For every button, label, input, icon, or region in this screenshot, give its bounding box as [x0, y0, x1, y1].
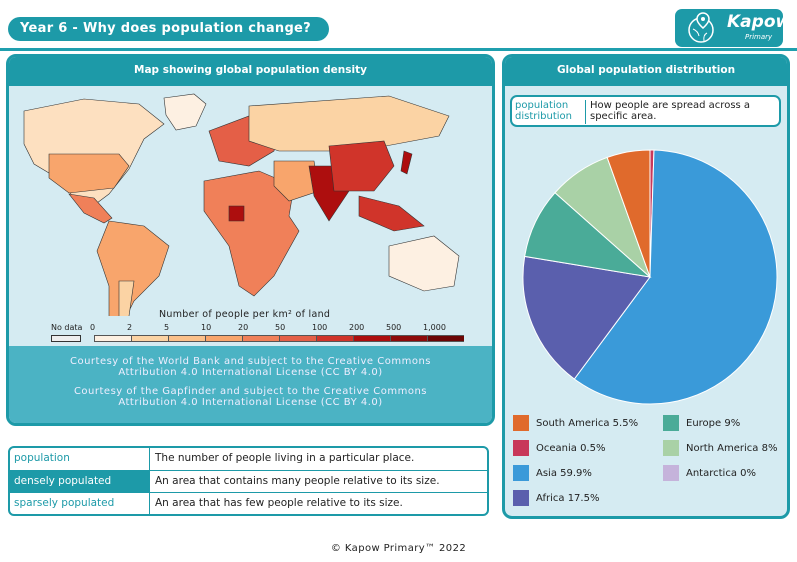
- glossary-term: population: [10, 448, 150, 470]
- glossary-term: densely populated: [10, 471, 150, 492]
- legend-item: South America 5.5%: [513, 415, 638, 431]
- credit-world-bank: Courtesy of the World Bank and subject t…: [69, 356, 432, 378]
- map-panel: Map showing global population density Nu…: [6, 54, 495, 426]
- world-density-map: [23, 93, 460, 316]
- legend-swatch: [663, 465, 679, 481]
- chart-panel-title: Global population distribution: [505, 57, 787, 86]
- legend-label: Asia 59.9%: [536, 467, 592, 479]
- legend-item: North America 8%: [663, 440, 777, 456]
- japan: [400, 150, 413, 175]
- kapow-logo: Kapow Primary: [675, 9, 791, 47]
- scale-color-bin: [131, 335, 168, 342]
- legend-item: Asia 59.9%: [513, 465, 592, 481]
- legend-swatch: [663, 415, 679, 431]
- glossary-row: densely populated An area that contains m…: [10, 470, 487, 492]
- glossary-row: population The number of people living in…: [10, 448, 487, 470]
- glossary-table: population The number of people living in…: [8, 446, 489, 516]
- scale-color-bin: [168, 335, 205, 342]
- legend-label: Europe 9%: [686, 417, 741, 429]
- scale-color-bin: [390, 335, 427, 342]
- pie-slice-africa: [522, 255, 651, 380]
- legend-swatch: [663, 440, 679, 456]
- scale-tick-label: 0: [90, 323, 96, 332]
- scale-color-bin: [205, 335, 242, 342]
- globe-pin-icon: [688, 12, 714, 43]
- scale-tick-label: 500: [386, 323, 402, 332]
- nigeria: [228, 205, 245, 222]
- map-panel-title: Map showing global population density: [9, 57, 492, 86]
- map-legend-title: Number of people per km² of land: [159, 309, 331, 320]
- scale-tick-label: 5: [164, 323, 170, 332]
- scale-color-bin: [279, 335, 316, 342]
- chart-panel: Global population distribution populatio…: [502, 54, 790, 519]
- south-america: [96, 220, 170, 316]
- china: [328, 140, 395, 192]
- legend-label: Africa 17.5%: [536, 492, 600, 504]
- definition-box: population distribution How people are s…: [510, 95, 781, 127]
- glossary-term: sparsely populated: [10, 493, 150, 514]
- russia: [248, 95, 450, 152]
- legend-swatch: [513, 440, 529, 456]
- scale-tick-label: 50: [275, 323, 286, 332]
- scale-color-bin: [316, 335, 353, 342]
- legend-label: Oceania 0.5%: [536, 442, 606, 454]
- scale-color-bin: [94, 335, 131, 342]
- legend-label: Antarctica 0%: [686, 467, 756, 479]
- scale-color-bin: [353, 335, 390, 342]
- pie-slice-south-america: [606, 149, 651, 278]
- copyright-footer: © Kapow Primary™ 2022: [330, 543, 467, 554]
- scale-tick-label: 20: [238, 323, 249, 332]
- legend-swatch: [513, 415, 529, 431]
- scale-color-bin: [427, 335, 464, 342]
- legend-item: Antarctica 0%: [663, 465, 756, 481]
- scale-tick-label: 1,000: [423, 323, 446, 332]
- page-title: Year 6 - Why does population change?: [8, 17, 329, 41]
- middle-east: [273, 160, 320, 202]
- central-america: [68, 193, 113, 224]
- header-divider: [0, 48, 797, 51]
- scale-tick-label: 100: [312, 323, 328, 332]
- australia: [388, 235, 460, 292]
- credit-gapminder: Courtesy of the Gapfinder and subject to…: [73, 386, 428, 408]
- legend-item: Africa 17.5%: [513, 490, 599, 506]
- glossary-definition: An area that has few people relative to …: [155, 497, 403, 509]
- scale-color-bin: [242, 335, 279, 342]
- logo-subtext: Primary: [745, 33, 773, 41]
- no-data-swatch: [51, 335, 81, 342]
- legend-item: Oceania 0.5%: [513, 440, 605, 456]
- glossary-definition: The number of people living in a particu…: [155, 452, 415, 464]
- legend-item: Europe 9%: [663, 415, 740, 431]
- logo-text: Kapow: [727, 12, 792, 32]
- legend-swatch: [513, 490, 529, 506]
- scale-tick-label: 10: [201, 323, 212, 332]
- definition-text: How people are spread across a specific …: [590, 100, 751, 122]
- legend-label: North America 8%: [686, 442, 778, 454]
- map-credits: Courtesy of the World Bank and subject t…: [9, 346, 492, 423]
- glossary-definition: An area that contains many people relati…: [155, 475, 440, 487]
- scale-tick-label: 200: [349, 323, 365, 332]
- pie-slice-asia: [573, 149, 778, 405]
- usa: [48, 153, 130, 194]
- definition-term: population distribution: [515, 100, 586, 124]
- greenland: [163, 93, 207, 131]
- argentina: [118, 280, 135, 316]
- pie-chart: [522, 149, 778, 405]
- legend-swatch: [513, 465, 529, 481]
- scale-tick-label: 2: [127, 323, 133, 332]
- glossary-row: sparsely populated An area that has few p…: [10, 492, 487, 514]
- density-color-scale: 0 2 5 10 20 50 100 200 500 1,000: [90, 323, 474, 345]
- southeast-asia: [358, 195, 425, 232]
- legend-label: South America 5.5%: [536, 417, 639, 429]
- no-data-label: No data: [51, 323, 83, 332]
